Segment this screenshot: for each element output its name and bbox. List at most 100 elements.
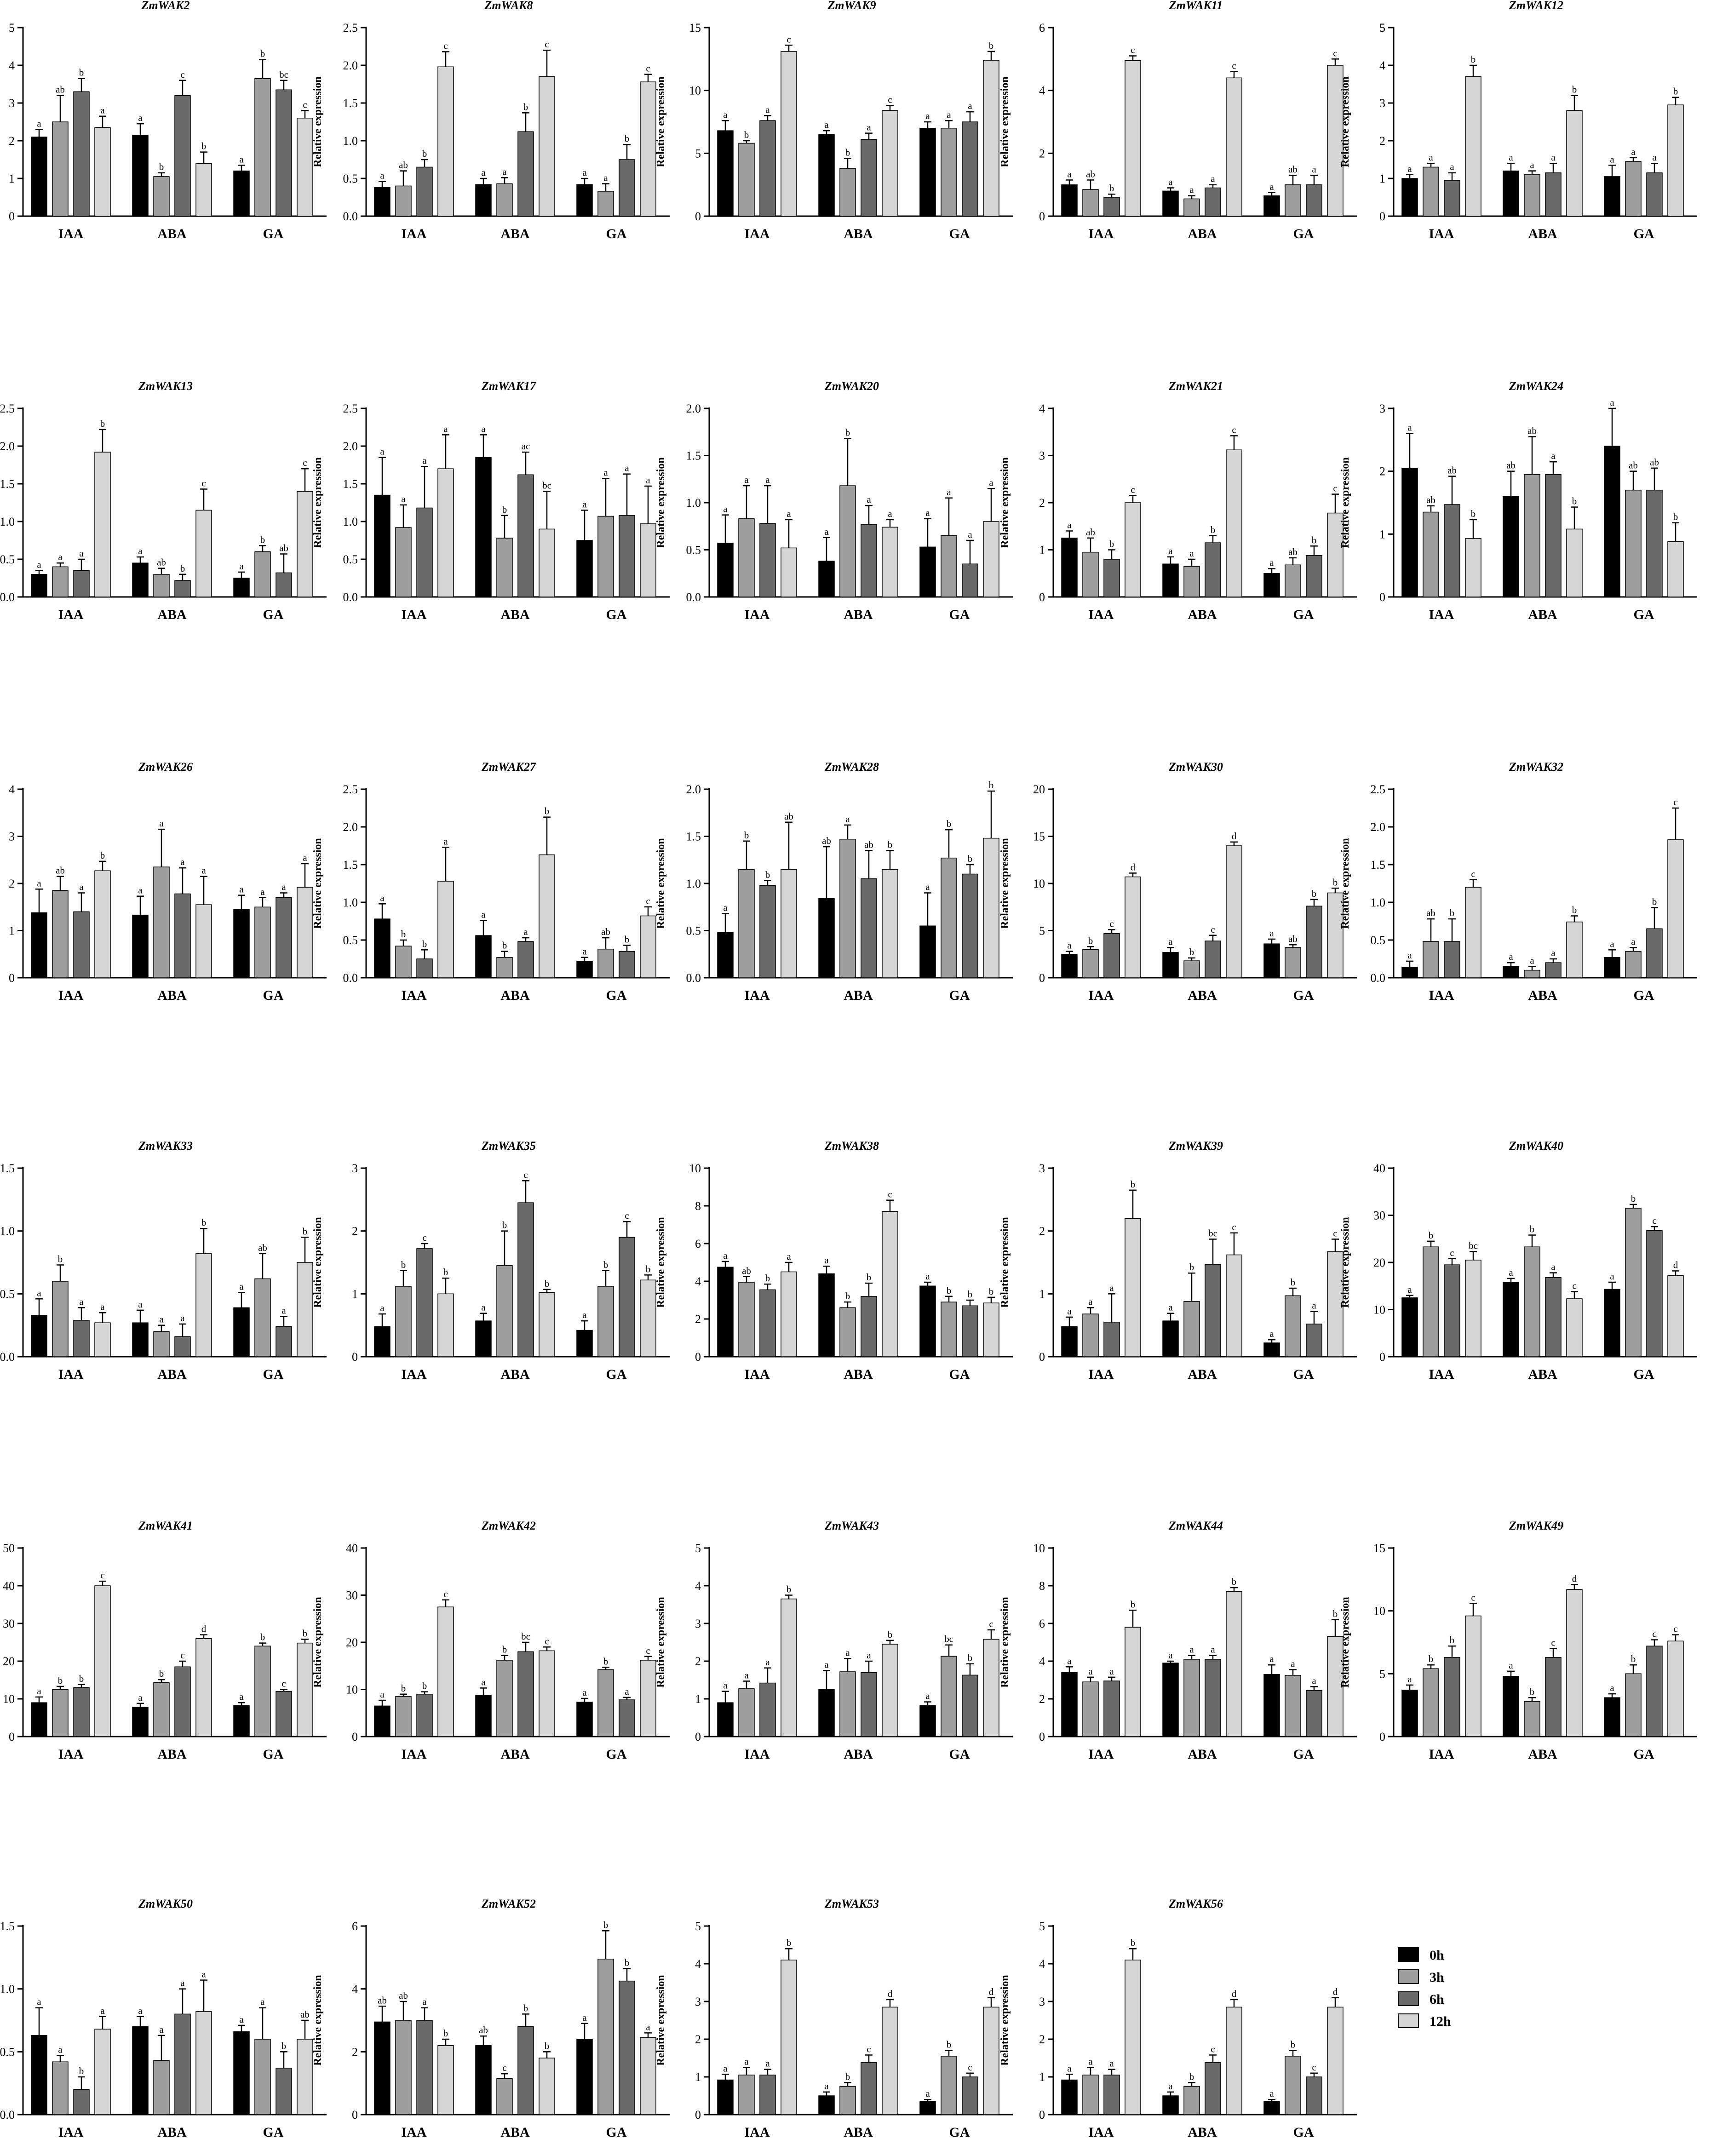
significance-letter: b [443,1267,448,1278]
chart-title: ZmWAK17 [481,379,536,393]
significance-letter: a [765,104,770,115]
significance-letter: c [1333,47,1337,58]
significance-letter: c [1652,1628,1656,1640]
significance-letter: b [603,1919,609,1930]
significance-letter: a [968,100,972,111]
y-axis-label: Relative expression [1339,1217,1351,1308]
chart-title: ZmWAK52 [481,1897,536,1910]
significance-letter: b [281,2040,287,2051]
bar [1082,551,1099,597]
category-label: IAA [401,1747,426,1762]
category-label: IAA [744,1747,769,1762]
significance-letter: a [138,885,143,896]
y-tick-label: 5 [695,1920,701,1933]
bar [1183,2086,1200,2115]
chart-title: ZmWAK33 [138,1139,193,1153]
y-tick-label: 30 [1373,1209,1385,1222]
significance-letter: a [481,167,486,178]
significance-letter: c [523,1169,528,1180]
y-tick-label: 0.5 [686,544,701,557]
bar [254,1646,271,1737]
bar [759,1289,776,1357]
bar [496,538,513,597]
y-tick-label: 0.5 [1371,934,1386,947]
significance-letter: a [888,508,892,519]
significance-letter: a [787,1251,791,1262]
bar [781,1960,797,2115]
category-label: IAA [744,226,769,241]
bar [174,1666,191,1737]
y-tick-label: 2 [1039,496,1045,510]
bar [1667,1640,1684,1737]
significance-letter: a [1631,936,1636,947]
significance-letter: a [787,508,791,519]
significance-letter: a [180,1313,185,1324]
significance-letter: a [159,2024,164,2035]
bar [1465,538,1481,597]
chart-panel: ZmWAK11 Relative expression 0 2 4 6 a ab b c IAA a a… [999,0,1357,241]
bar [1263,1674,1280,1737]
category-label: GA [1293,1367,1314,1382]
significance-letter: d [201,1623,207,1634]
bar [1465,1615,1481,1737]
bar [1125,876,1141,978]
bar [437,468,454,597]
legend-label: 6h [1430,1992,1444,2007]
significance-letter: ab [1086,527,1095,538]
category-label: IAA [58,988,83,1003]
bar [539,76,555,217]
significance-letter: a [422,455,427,466]
y-axis-label: Relative expression [999,457,1011,548]
bar [475,1320,492,1357]
significance-letter: a [1551,1261,1556,1273]
bar [233,2031,250,2115]
category-label: GA [263,1747,284,1762]
category-label: GA [263,1367,284,1382]
y-tick-label: 10 [1033,1542,1045,1555]
bar [1465,887,1481,978]
bar [195,510,212,597]
bar [1646,489,1663,597]
y-tick-label: 3 [695,1617,701,1630]
bar [882,1644,898,1737]
bar [759,2075,776,2115]
significance-letter: d [1232,1988,1237,1999]
category-label: GA [1293,226,1314,241]
significance-letter: a [1610,1682,1614,1693]
bar [233,1705,250,1737]
bar [132,914,149,978]
y-tick-label: 8 [1039,1579,1045,1593]
category-label: IAA [1088,607,1114,622]
y-tick-label: 1 [1379,528,1385,541]
significance-letter: a [138,1692,143,1703]
significance-letter: c [1232,1221,1236,1233]
y-tick-label: 0.5 [343,934,358,947]
significance-letter: c [867,2043,871,2054]
bar [132,1707,149,1737]
bar [1103,1680,1120,1737]
bar [1226,845,1242,978]
bar [437,66,454,217]
significance-letter: c [1652,1215,1656,1226]
significance-letter: a [1109,2058,1114,2069]
y-tick-label: 1.0 [686,496,701,510]
significance-letter: b [180,563,185,574]
category-label: GA [1634,1367,1654,1382]
y-tick-label: 20 [1033,783,1045,796]
significance-letter: c [989,1618,993,1629]
significance-letter: d [1333,1986,1338,1997]
y-tick-label: 2 [9,134,15,148]
significance-letter: b [1333,1608,1338,1619]
significance-letter: b [1652,896,1657,907]
bar [539,2058,555,2115]
bar [818,2095,835,2115]
bar [919,546,936,597]
chart-panel: ZmWAK50 Relative expression 0.0 0.5 1.0 1.5 a a… [0,1897,327,2140]
bar [1306,2076,1322,2115]
y-tick-label: 0 [695,210,701,223]
y-tick-label: 0 [1379,210,1385,223]
significance-letter: a [1067,2063,1072,2074]
significance-letter: a [1407,422,1412,433]
significance-letter: a [625,1686,629,1697]
category-label: IAA [1429,607,1454,622]
